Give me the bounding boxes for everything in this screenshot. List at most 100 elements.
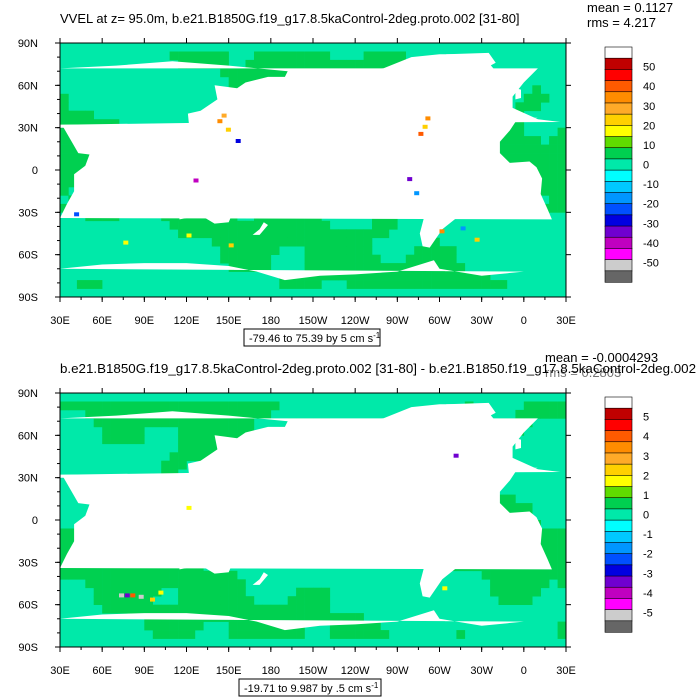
y-tick-label: 60S: [18, 600, 38, 612]
ocean-cell: [220, 587, 229, 597]
current-anomaly-4: [422, 124, 428, 129]
ocean-cell: [507, 596, 516, 605]
ocean-cell: [557, 409, 567, 419]
ocean-cell: [549, 203, 558, 213]
y-tick-label: 60N: [18, 80, 38, 92]
vvel-map-plot: 30E 60E 90E 120E 150E 180 150W 120W 90W 60W 30W 0 30…: [18, 0, 673, 347]
ocean-cell: [68, 570, 78, 580]
current-anomaly-9: [228, 243, 234, 248]
ocean-cell: [321, 263, 331, 272]
colorbar-swatch: [604, 530, 633, 544]
ocean-cell: [540, 170, 550, 179]
ocean-cell: [144, 621, 153, 631]
ocean-cell: [68, 178, 78, 188]
ocean-cell: [220, 409, 229, 419]
ocean-cell: [557, 536, 567, 546]
ocean-cell: [313, 246, 322, 255]
vvel-mean-label: mean = 0.1127: [587, 0, 673, 15]
ocean-cell: [338, 59, 347, 69]
ocean-cell: [93, 579, 103, 589]
ocean-cell: [254, 237, 263, 247]
ocean-cell: [161, 401, 170, 411]
x-tick-label: 90E: [135, 315, 155, 327]
land-nz: [252, 572, 268, 585]
ocean-cell: [355, 271, 364, 281]
ocean-cell: [161, 621, 170, 631]
ocean-cell: [186, 435, 196, 445]
ocean-cell: [85, 119, 94, 128]
difference-rms-label: rms = 0.2803: [545, 365, 621, 380]
ocean-cell: [93, 119, 103, 128]
ocean-cell: [203, 435, 213, 445]
vvel-panel: 30E 60E 90E 120E 150E 180 150W 120W 90W 60W 30W 0 30…: [18, 0, 673, 347]
ocean-cell: [363, 254, 373, 264]
x-tick-label: 150W: [299, 665, 328, 677]
ocean-cell: [557, 178, 567, 188]
ocean-cell: [93, 596, 103, 605]
colorbar-label: 0: [643, 160, 649, 172]
ocean-cell: [515, 136, 525, 145]
ocean-cell: [498, 587, 508, 597]
ocean-cell: [431, 246, 440, 255]
ocean-cell: [110, 435, 120, 445]
colorbar-swatch: [604, 259, 633, 272]
ocean-cell: [346, 263, 356, 272]
ocean-cell: [135, 570, 145, 580]
ocean-cell: [220, 579, 229, 589]
colorbar-swatch: [604, 564, 633, 577]
ocean-cell: [237, 76, 246, 86]
ocean-cell: [346, 237, 356, 247]
ocean-cell: [507, 570, 516, 580]
ocean-cell: [161, 460, 170, 470]
colorbar-swatch: [604, 69, 633, 82]
ocean-cell: [313, 263, 322, 272]
ocean-cell: [498, 570, 508, 580]
ocean-cell: [380, 220, 390, 230]
ocean-cell: [540, 536, 550, 546]
colorbar-label: -50: [643, 257, 659, 269]
ocean-cell: [540, 545, 550, 555]
ocean-cell: [540, 144, 550, 154]
ocean-cell: [523, 102, 533, 112]
x-tick-label: 150W: [299, 315, 328, 327]
land-madagascar: [78, 538, 89, 556]
ocean-cell: [557, 553, 567, 563]
ocean-cell: [515, 144, 525, 154]
x-tick-label: 60E: [92, 665, 112, 677]
ocean-cell: [60, 203, 69, 213]
ocean-cell: [515, 570, 525, 580]
colorbar-label: 1: [643, 490, 649, 502]
ocean-cell: [220, 237, 229, 247]
x-tick-label: 90W: [386, 315, 409, 327]
land-iceland: [492, 76, 505, 80]
ocean-cell: [363, 51, 373, 61]
ocean-cell: [321, 613, 331, 622]
ocean-cell: [346, 280, 356, 289]
ocean-cell: [363, 630, 373, 639]
ocean-cell: [329, 613, 339, 622]
difference-range-box: [238, 678, 382, 697]
ocean-cell: [110, 579, 120, 589]
ocean-cell: [557, 127, 567, 137]
ocean-cell: [60, 153, 69, 162]
ocean-cell: [85, 280, 94, 289]
ocean-cell: [532, 102, 541, 112]
x-tick-label: 0: [521, 665, 527, 677]
colorbar-label: 0: [643, 510, 649, 522]
ocean-cell: [186, 621, 196, 631]
ocean-cell: [237, 630, 246, 639]
ocean-cell: [296, 51, 305, 61]
ocean-cell: [262, 51, 272, 61]
ocean-cell: [228, 246, 238, 255]
y-tick-label: 90S: [18, 642, 38, 654]
ocean-cell: [228, 401, 238, 411]
land-antarctica: [60, 260, 524, 297]
ocean-cell: [523, 587, 533, 597]
ocean-cell: [178, 587, 187, 597]
ocean-cell: [178, 51, 187, 61]
ocean-cell: [270, 59, 280, 69]
ocean-cell: [119, 426, 128, 436]
ocean-cell: [313, 613, 322, 622]
current-anomaly-14: [235, 139, 241, 143]
ocean-cell: [329, 621, 339, 631]
